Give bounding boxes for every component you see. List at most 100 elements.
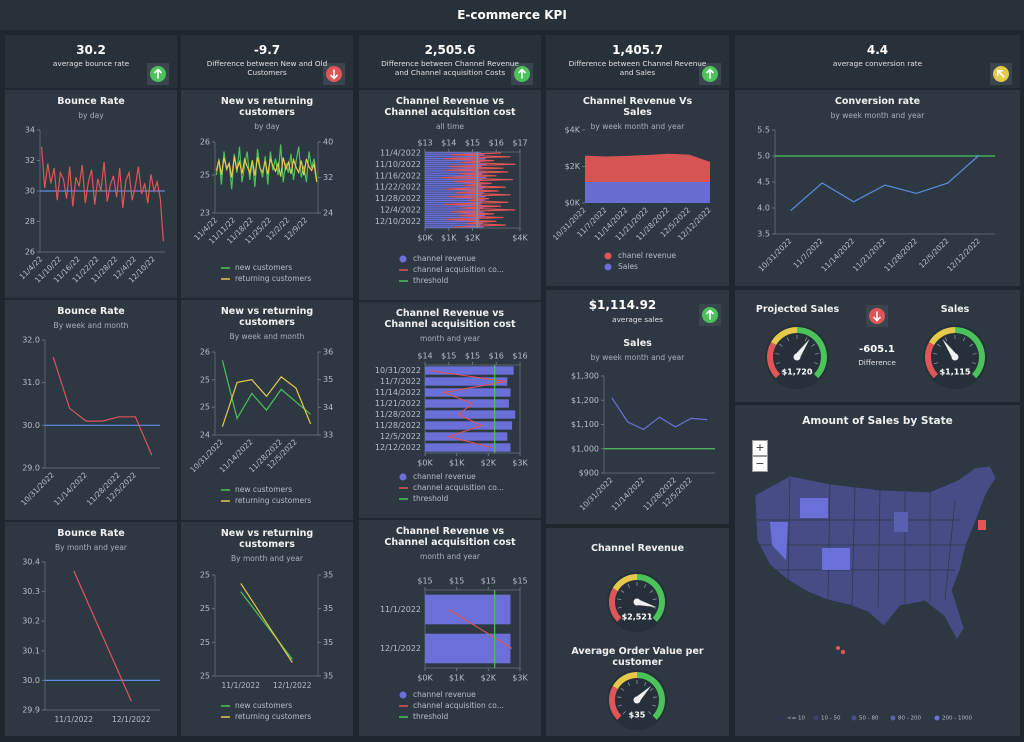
line-series bbox=[240, 591, 293, 660]
gauge-tick bbox=[622, 613, 626, 617]
gauge-title: Sales bbox=[905, 304, 1005, 315]
y-tick-label: 25 bbox=[200, 375, 210, 384]
gauge-tick bbox=[967, 369, 971, 373]
chart-subtitle: all time bbox=[435, 122, 465, 131]
x-tick-label: $2K bbox=[481, 674, 497, 683]
kpi-value: $1,114.92 bbox=[588, 298, 657, 312]
line-series bbox=[73, 570, 132, 702]
y-tick-label: $1,000 bbox=[571, 444, 599, 453]
bar bbox=[425, 207, 483, 209]
state-highlight bbox=[822, 548, 850, 570]
chart-heading: New vs returning customers By month and y… bbox=[181, 528, 353, 563]
y-tick-label: 25 bbox=[200, 638, 210, 647]
kpi-label: Difference between Channel Revenue and S… bbox=[568, 59, 707, 77]
kpi-card bbox=[546, 35, 729, 88]
gauge-tick bbox=[781, 369, 785, 373]
y-tick-label: $1,300 bbox=[571, 372, 599, 381]
y-tick-label: 40 bbox=[323, 138, 333, 147]
state-highlight bbox=[894, 512, 908, 532]
chart-title: Bounce Rate bbox=[57, 306, 125, 317]
gauge-band bbox=[925, 342, 939, 379]
map-legend-label: 50 - 80 bbox=[859, 716, 879, 722]
chart-subtitle: by week month and year bbox=[590, 353, 685, 362]
gauge-tick bbox=[804, 337, 808, 342]
bar bbox=[425, 432, 508, 441]
gauge-tick bbox=[652, 696, 657, 698]
y-tick-label: 35 bbox=[323, 375, 333, 384]
y-tick-label: 34 bbox=[25, 126, 35, 135]
chart-heading: New vs returning customers by day bbox=[181, 96, 353, 131]
x-tick-label: $2K bbox=[465, 234, 481, 243]
y-tick-label: 34 bbox=[323, 403, 333, 412]
bar bbox=[425, 190, 480, 192]
bar bbox=[425, 205, 487, 207]
trend-arrow bbox=[872, 311, 882, 322]
y-tick-label: 23 bbox=[200, 209, 210, 218]
state-highlight bbox=[840, 649, 846, 655]
zoom-out-button[interactable]: − bbox=[752, 456, 768, 472]
y-tick-label: 25 bbox=[200, 672, 210, 681]
chart-heading: Conversion rate by week month and year bbox=[735, 96, 1020, 120]
x-tick-label: $0K bbox=[417, 234, 433, 243]
y-tick-label: 11/22/2022 bbox=[375, 183, 421, 192]
line-series bbox=[441, 152, 516, 228]
legend-label: new customers bbox=[235, 701, 292, 710]
y-tick-label: 35 bbox=[323, 638, 333, 647]
map-legend-marker bbox=[851, 715, 857, 721]
bar bbox=[425, 171, 486, 173]
bar bbox=[425, 182, 485, 185]
y-tick-label: 36 bbox=[323, 348, 333, 357]
gauge-title-text: Average Order Value per customer bbox=[571, 646, 704, 668]
legend-label: channel acquisition co... bbox=[413, 701, 504, 710]
y-tick-label: 30.3 bbox=[22, 587, 40, 596]
gauge-tick bbox=[811, 343, 816, 347]
x-tick-label: $3K bbox=[512, 459, 528, 468]
y-tick-label: 30.2 bbox=[22, 617, 40, 626]
panel bbox=[735, 90, 1020, 286]
x2-tick-label: $15 bbox=[441, 352, 456, 361]
x2-tick-label: $15 bbox=[512, 577, 527, 586]
line-series bbox=[52, 356, 153, 456]
bar bbox=[425, 161, 481, 164]
y-tick-label: 11/21/2022 bbox=[375, 399, 421, 408]
gauge-tick bbox=[936, 343, 941, 347]
gauge-tick bbox=[643, 682, 647, 686]
gauge-band bbox=[954, 327, 986, 379]
chart-subtitle: By week and month bbox=[53, 321, 129, 330]
bar bbox=[425, 399, 509, 408]
bar bbox=[425, 220, 486, 223]
chart-title: Sales bbox=[623, 338, 652, 349]
gauge-hub bbox=[951, 353, 959, 361]
gauge-band bbox=[767, 342, 781, 379]
legend-label: Sales bbox=[618, 262, 638, 271]
legend-label: new customers bbox=[235, 485, 292, 494]
y-tick-label: 31.0 bbox=[22, 378, 40, 387]
bar bbox=[425, 443, 511, 452]
y-tick-label: 12/10/2022 bbox=[375, 217, 421, 226]
kpi-value: 4.4 bbox=[866, 43, 889, 57]
gauge-band bbox=[796, 327, 828, 379]
trend-arrow bbox=[329, 69, 339, 80]
legend-label: threshold bbox=[413, 712, 449, 721]
y-tick-label: 29.9 bbox=[22, 706, 40, 715]
legend-marker bbox=[399, 691, 407, 699]
legend-label: threshold bbox=[413, 494, 449, 503]
y-tick-label: 4.5 bbox=[757, 178, 770, 187]
x-tick-label: 12/1/2022 bbox=[273, 681, 312, 690]
bar bbox=[425, 216, 482, 219]
panel bbox=[359, 302, 541, 518]
chart-heading: Channel Revenue vs Channel acquisition c… bbox=[359, 308, 541, 343]
kpi-value: 30.2 bbox=[76, 43, 106, 57]
y-tick-label: 11/1/2022 bbox=[380, 605, 421, 614]
gauge-tick bbox=[649, 687, 654, 691]
bar bbox=[425, 421, 513, 430]
bar bbox=[425, 224, 481, 226]
bar bbox=[425, 194, 482, 196]
line-series bbox=[611, 397, 708, 431]
chart-subtitle: By month and year bbox=[231, 554, 303, 563]
y-tick-label: 30.1 bbox=[22, 646, 40, 655]
line-series bbox=[215, 156, 318, 182]
zoom-in-button[interactable]: + bbox=[752, 440, 768, 456]
kpi-card bbox=[359, 35, 541, 88]
gauge-tick bbox=[809, 369, 813, 373]
